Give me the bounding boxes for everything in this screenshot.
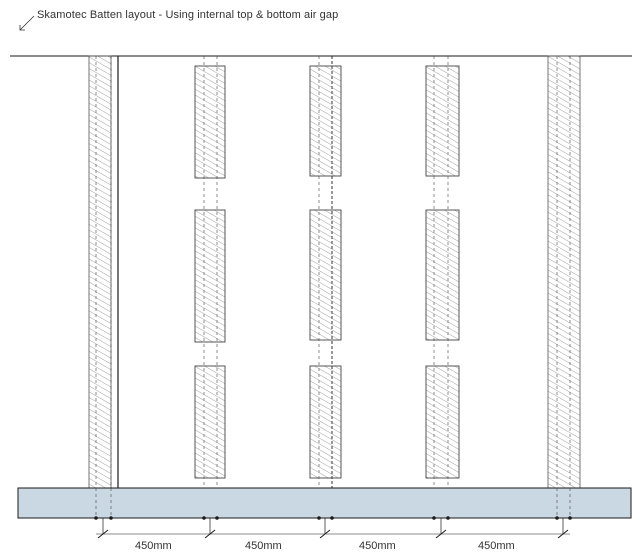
base-dashed-lines xyxy=(95,488,571,518)
short-batten xyxy=(309,65,342,177)
short-batten xyxy=(425,365,460,479)
full-batten-left xyxy=(88,55,119,489)
dimension-label-3: 450mm xyxy=(359,540,396,552)
batten-column-1 xyxy=(194,56,226,518)
dimension-label-4: 450mm xyxy=(478,540,515,552)
short-batten xyxy=(309,365,342,479)
title-leader-arrow xyxy=(19,15,35,31)
batten-column-2 xyxy=(309,56,342,518)
diagram-title: Skamotec Batten layout - Using internal … xyxy=(37,9,339,21)
base-plate xyxy=(17,487,632,519)
short-batten xyxy=(194,365,226,479)
dimension-label-1: 450mm xyxy=(135,540,172,552)
short-batten xyxy=(309,209,342,341)
short-batten xyxy=(194,209,226,343)
short-batten xyxy=(425,65,460,177)
full-batten-right xyxy=(547,55,581,489)
dimension-line xyxy=(94,516,572,539)
short-batten xyxy=(425,209,460,341)
short-batten xyxy=(194,65,226,179)
dimension-label-2: 450mm xyxy=(245,540,282,552)
batten-column-3 xyxy=(425,56,460,518)
